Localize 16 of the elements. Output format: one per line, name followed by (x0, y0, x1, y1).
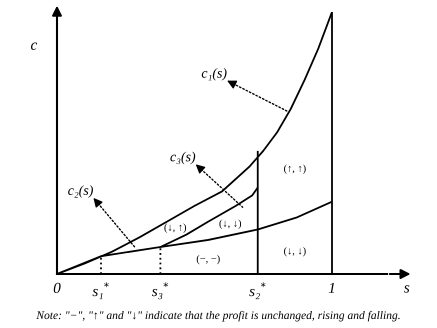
annotation: (↓, ↑) (164, 223, 186, 233)
text: Note: "−", "↑" and "↓" indicate that the profit is unchanged, rising and falling. (36, 310, 400, 322)
annotation: c₁(s) (202, 68, 227, 81)
annotation: c₃(s) (170, 152, 196, 164)
x-tick-label: s₁$^{*}$ (92, 282, 109, 300)
x-tick-label: s₂$^{*}$ (249, 282, 266, 300)
annotation: (−, −) (196, 254, 220, 264)
annotation: (↑, ↑) (284, 164, 306, 174)
annotation: (↓, ↓) (284, 247, 306, 256)
x-tick-label: 0 (54, 282, 61, 294)
annotation: c₂(s) (68, 185, 93, 198)
y-axis-title: c (30, 42, 38, 50)
x-tick-label: s₃$^{*}$ (152, 282, 168, 300)
x-axis-title: s (404, 285, 410, 293)
annotation: (↓, ↓) (219, 219, 242, 229)
x-tick-label: 1 (328, 282, 334, 293)
